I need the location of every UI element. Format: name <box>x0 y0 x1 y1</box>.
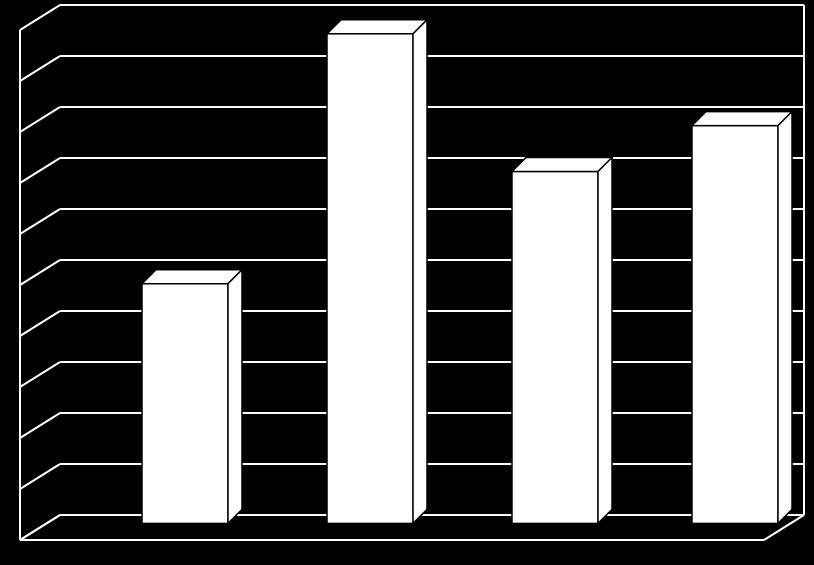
bar-chart-3d <box>0 0 814 565</box>
bar-side <box>228 270 242 524</box>
bar-top <box>692 112 792 126</box>
bar-front <box>692 126 778 524</box>
bar-side <box>413 20 427 524</box>
bar-top <box>142 270 242 284</box>
bar <box>512 158 612 524</box>
bar-side <box>778 112 792 524</box>
bar <box>142 270 242 524</box>
bar-side <box>598 158 612 524</box>
bar-top <box>327 20 427 34</box>
bar <box>327 20 427 524</box>
bar-front <box>512 172 598 524</box>
bar-top <box>512 158 612 172</box>
bar <box>692 112 792 524</box>
bar-front <box>327 34 413 524</box>
bar-front <box>142 284 228 524</box>
